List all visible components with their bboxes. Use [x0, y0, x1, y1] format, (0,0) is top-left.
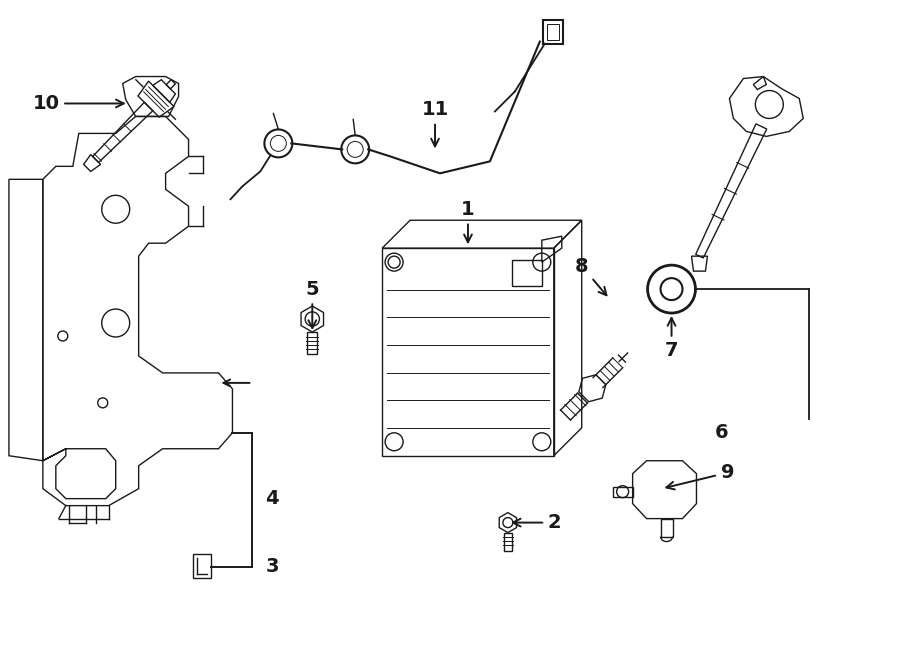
Text: 6: 6	[715, 423, 728, 442]
Text: 5: 5	[305, 280, 320, 328]
Text: 8: 8	[575, 256, 607, 295]
Text: 9: 9	[666, 463, 734, 489]
Text: 3: 3	[266, 557, 279, 576]
Text: 11: 11	[421, 100, 449, 147]
Text: 7: 7	[665, 318, 679, 360]
Text: 2: 2	[513, 513, 562, 532]
Text: 10: 10	[32, 94, 123, 113]
Text: 4: 4	[266, 489, 279, 508]
Text: 1: 1	[461, 200, 475, 242]
